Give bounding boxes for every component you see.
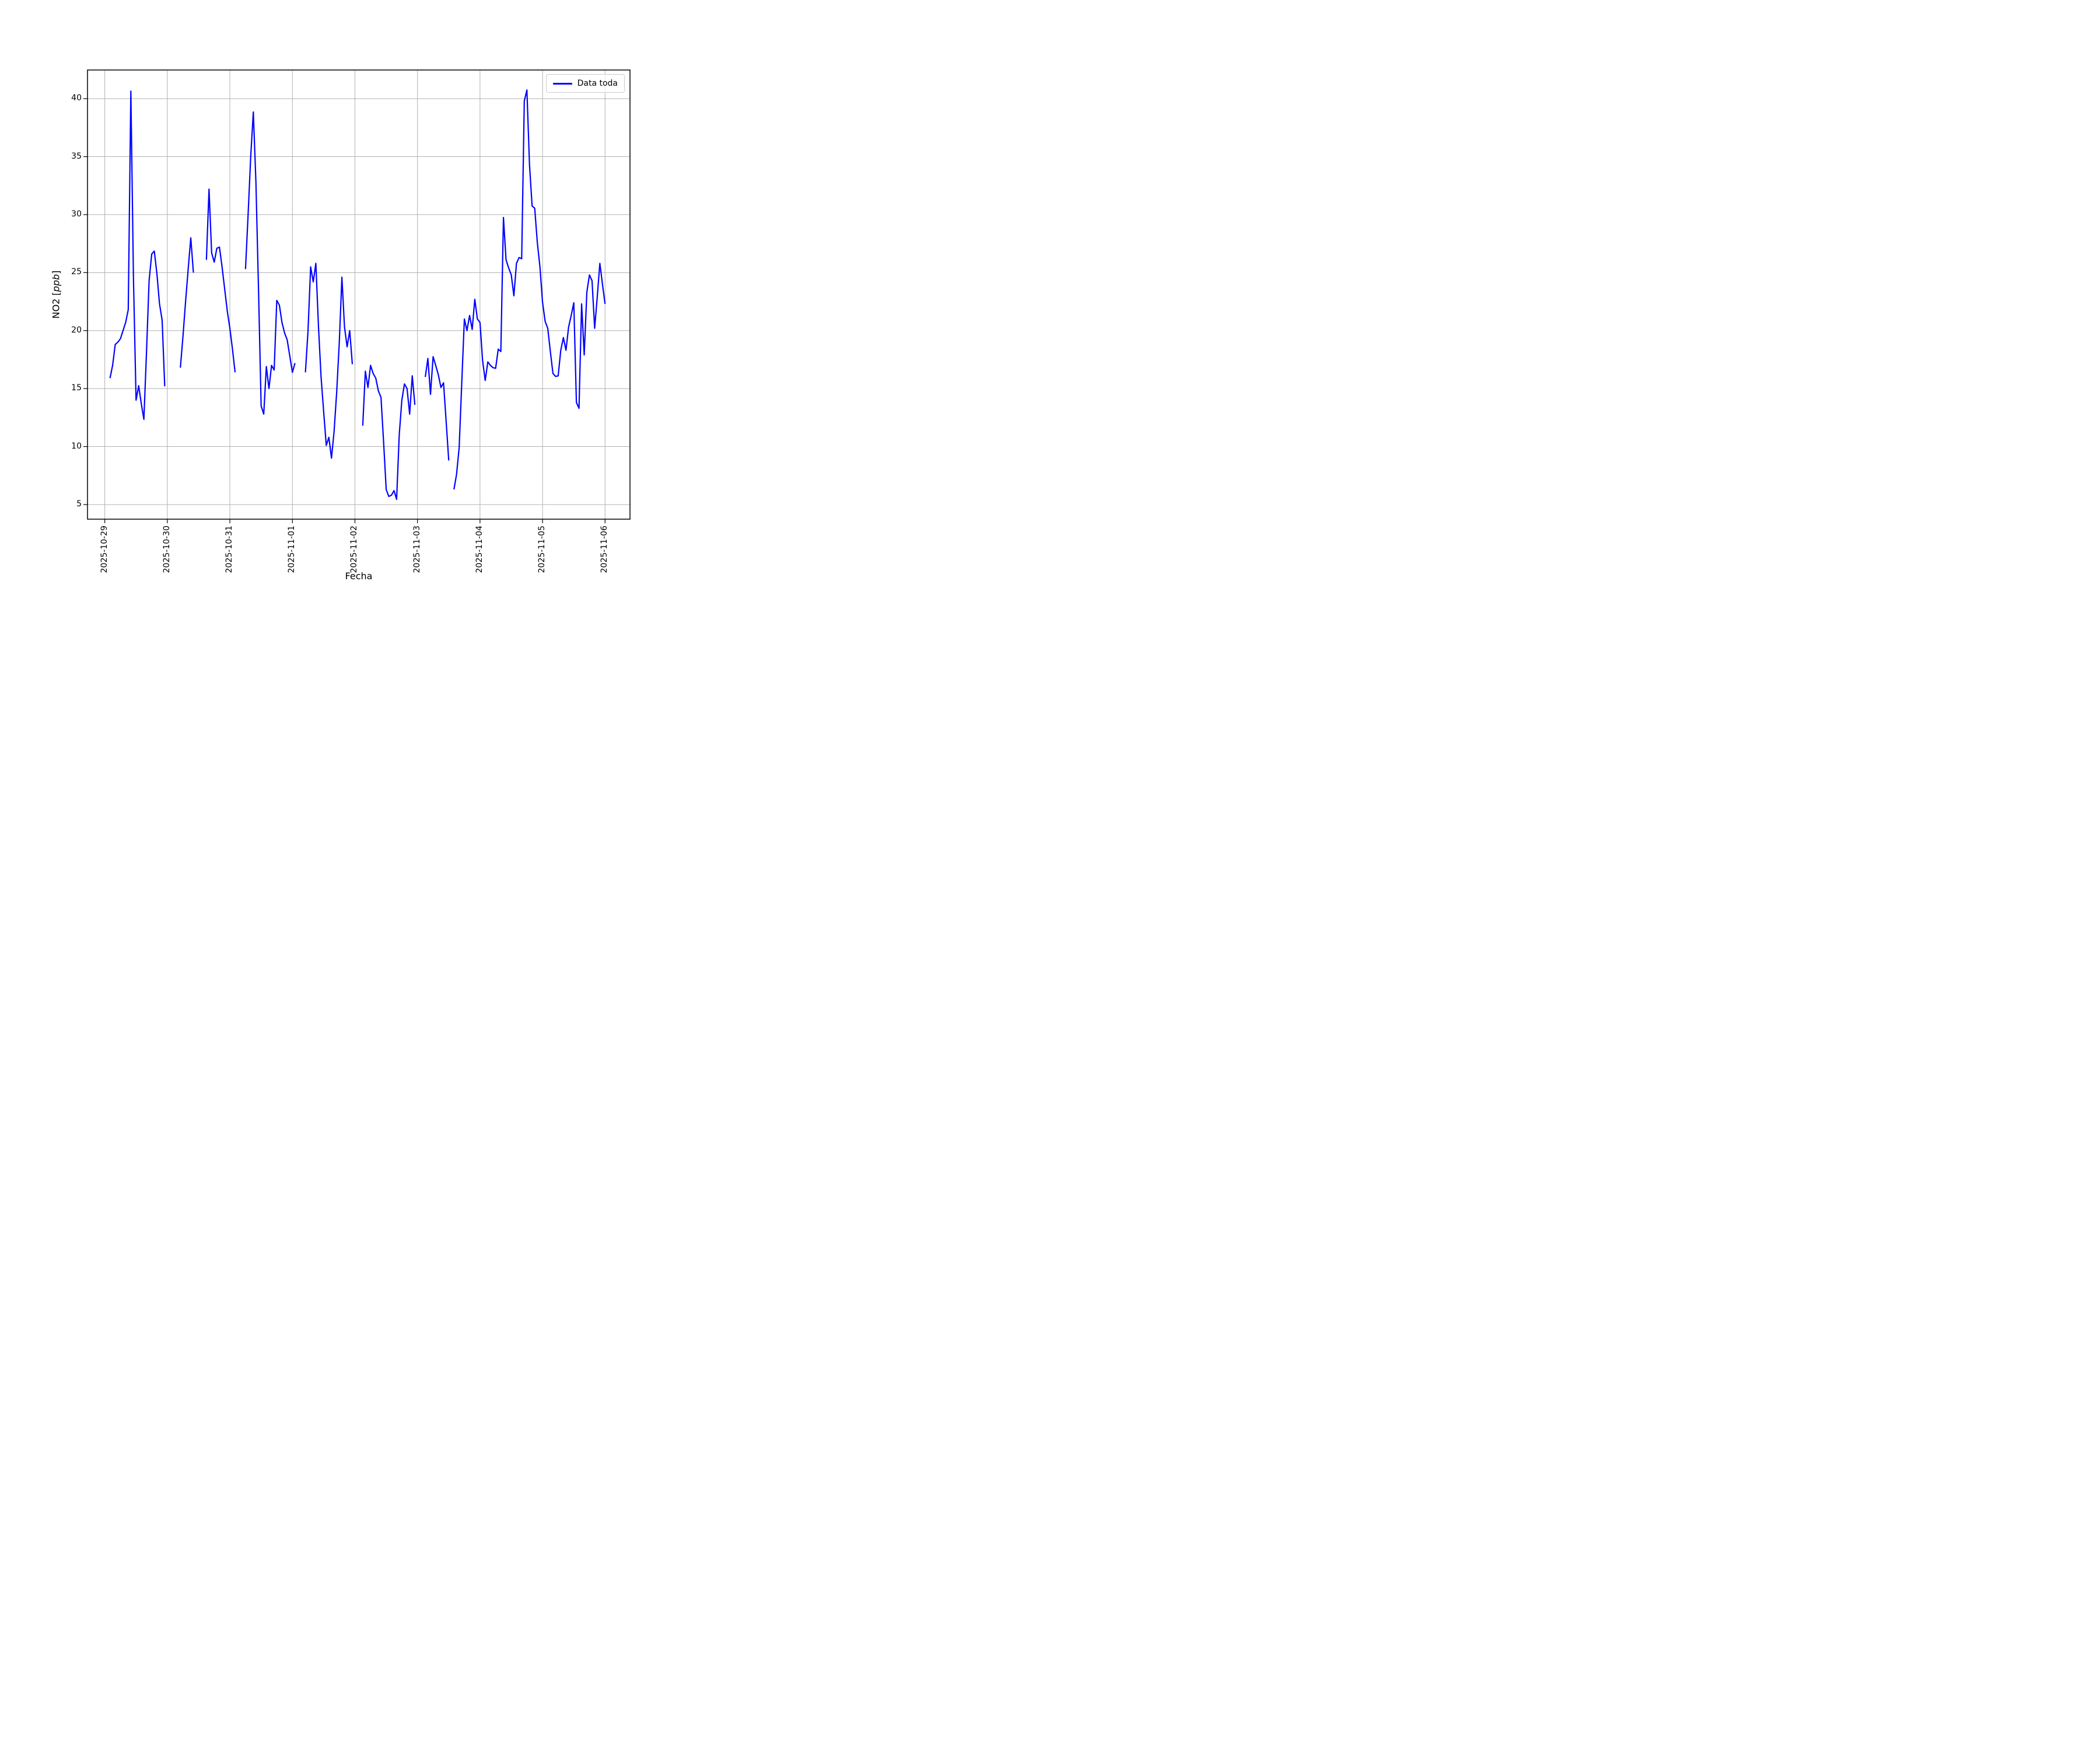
x-tick-label: 2025-11-05 xyxy=(537,526,547,573)
y-tick-label: 30 xyxy=(71,209,82,219)
data-line xyxy=(453,89,606,490)
legend-label: Data toda xyxy=(577,79,618,88)
y-axis-label-unit: ppb xyxy=(50,274,62,292)
x-tick-label: 2025-10-30 xyxy=(162,526,172,573)
y-axis-label-text: NO2 [ xyxy=(50,292,62,319)
x-tick-label: 2025-10-29 xyxy=(99,526,109,573)
x-tick-label: 2025-11-02 xyxy=(349,526,359,573)
y-tick-label: 5 xyxy=(76,499,82,509)
data-line xyxy=(424,356,450,461)
data-line xyxy=(180,237,194,368)
y-tick-label: 15 xyxy=(71,383,82,393)
data-line xyxy=(362,365,416,501)
y-axis-label: NO2 [ppb] xyxy=(51,271,62,319)
figure: NO2 [ppb] Fecha Data toda 5 10 15 20 25 30 35 4… xyxy=(0,0,700,583)
y-tick-label: 20 xyxy=(71,325,82,335)
plot-area xyxy=(88,70,630,519)
data-line xyxy=(205,188,236,373)
x-tick-label: 2025-10-31 xyxy=(225,526,235,573)
x-tick-label: 2025-11-01 xyxy=(287,526,297,573)
legend-line-sample xyxy=(552,82,572,85)
data-line xyxy=(304,262,354,459)
x-tick-label: 2025-11-06 xyxy=(600,526,610,573)
y-tick-label: 10 xyxy=(71,441,82,451)
x-tick-label: 2025-11-04 xyxy=(474,526,484,573)
x-tick-label: 2025-11-03 xyxy=(412,526,422,573)
plot-canvas xyxy=(83,69,631,523)
y-tick-label: 35 xyxy=(71,151,82,161)
plot-frame xyxy=(87,69,631,520)
y-tick-label: 40 xyxy=(71,93,82,103)
legend: Data toda xyxy=(545,74,625,93)
data-line xyxy=(244,111,296,415)
data-line xyxy=(109,90,166,420)
x-axis-label: Fecha xyxy=(345,570,373,582)
y-tick-label: 25 xyxy=(71,267,82,277)
